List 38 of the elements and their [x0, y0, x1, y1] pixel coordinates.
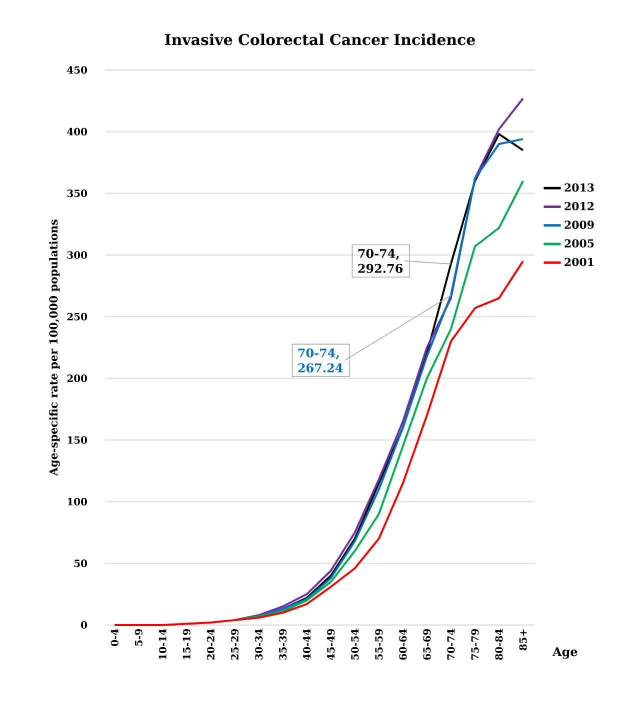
x-tick-label: 10-14 [158, 628, 166, 660]
legend-label: 2009 [564, 220, 594, 229]
x-tick-label: 30-34 [254, 628, 263, 660]
y-tick-label: 50 [74, 560, 88, 568]
y-tick-label: 450 [67, 66, 88, 74]
x-tick-label: 55-59 [375, 629, 383, 660]
y-tick-label: 400 [67, 128, 88, 136]
x-tick-label: 80-84 [495, 628, 503, 660]
y-tick-label: 150 [68, 436, 88, 444]
x-tick-label: 20-24 [206, 628, 214, 660]
chart-title: Invasive Colorectal Cancer Incidence [165, 34, 475, 46]
y-tick-label: 350 [67, 190, 88, 198]
legend-label: 2001 [564, 258, 594, 266]
x-tick-label: 85+ [519, 630, 527, 650]
legend-label: 2012 [564, 202, 594, 210]
y-tick-label: 100 [68, 498, 88, 506]
x-tick-label: 60-64 [399, 628, 407, 660]
x-tick-label: 5-9 [134, 629, 142, 646]
x-tick-label: 35-39 [278, 629, 287, 660]
x-tick-label: 50-54 [351, 628, 359, 660]
legend-label: 2013 [564, 183, 594, 192]
y-tick-label: 250 [67, 312, 88, 320]
y-tick-label: 200 [67, 374, 88, 382]
x-tick-label: 75-79 [471, 629, 479, 660]
y-tick-label: 300 [67, 251, 88, 259]
x-tick-label: 15-19 [182, 629, 190, 660]
legend-label: 2005 [564, 239, 594, 248]
x-tick-label: 25-29 [230, 629, 238, 660]
x-axis-title: Age [552, 647, 578, 659]
x-tick-label: 45-49 [327, 629, 335, 660]
annotation: 70-74, 267.24 [298, 348, 343, 372]
x-tick-label: 40-44 [303, 628, 311, 660]
x-tick-label: 70-74 [447, 628, 455, 660]
x-tick-label: 0-4 [110, 628, 118, 646]
annotation: 70-74, 292.76 [358, 248, 403, 273]
y-tick-label: 0 [81, 621, 88, 629]
y-axis-title: Age-specific rate per 100,000 populations [49, 220, 60, 476]
x-tick-label: 65-69 [423, 629, 431, 660]
